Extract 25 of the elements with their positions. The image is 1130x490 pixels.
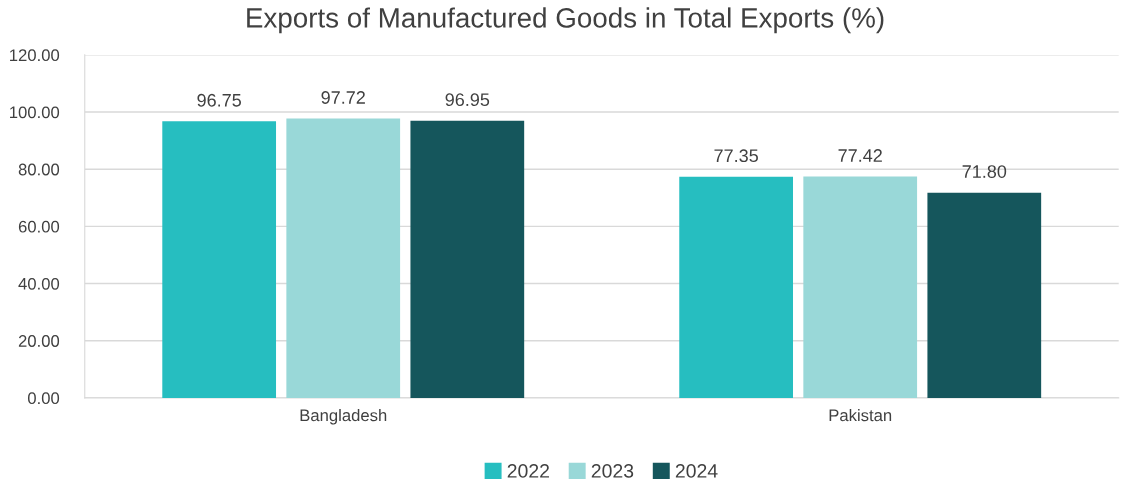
y-tick-label: 0.00	[27, 392, 60, 405]
legend-label: 2023	[591, 464, 634, 478]
bar	[679, 176, 794, 398]
legend-label: 2024	[675, 464, 718, 478]
data-label: 77.35	[714, 149, 758, 163]
y-tick-label: 100.00	[10, 106, 60, 119]
chart-title: Exports of Manufactured Goods in Total Exports (%)	[247, 7, 884, 34]
x-tick-label: Pakistan	[829, 408, 892, 422]
bar	[927, 192, 1042, 398]
bar	[286, 118, 401, 398]
data-label: 96.75	[197, 93, 241, 107]
y-tick-label: 20.00	[18, 335, 60, 347]
data-label: 97.72	[321, 91, 365, 104]
y-tick-label: 120.00	[10, 49, 60, 62]
bar	[162, 121, 277, 398]
y-tick-label: 80.00	[18, 163, 60, 176]
legend-label: 2022	[507, 464, 549, 478]
y-tick-label: 60.00	[18, 220, 60, 233]
x-tick-label: Bangladesh	[300, 408, 387, 425]
bar	[410, 120, 525, 398]
y-tick-label: 40.00	[18, 277, 60, 290]
bar	[803, 176, 918, 398]
data-label: 71.80	[962, 165, 1007, 178]
data-label: 96.95	[445, 93, 490, 107]
data-label: 77.42	[838, 149, 882, 162]
